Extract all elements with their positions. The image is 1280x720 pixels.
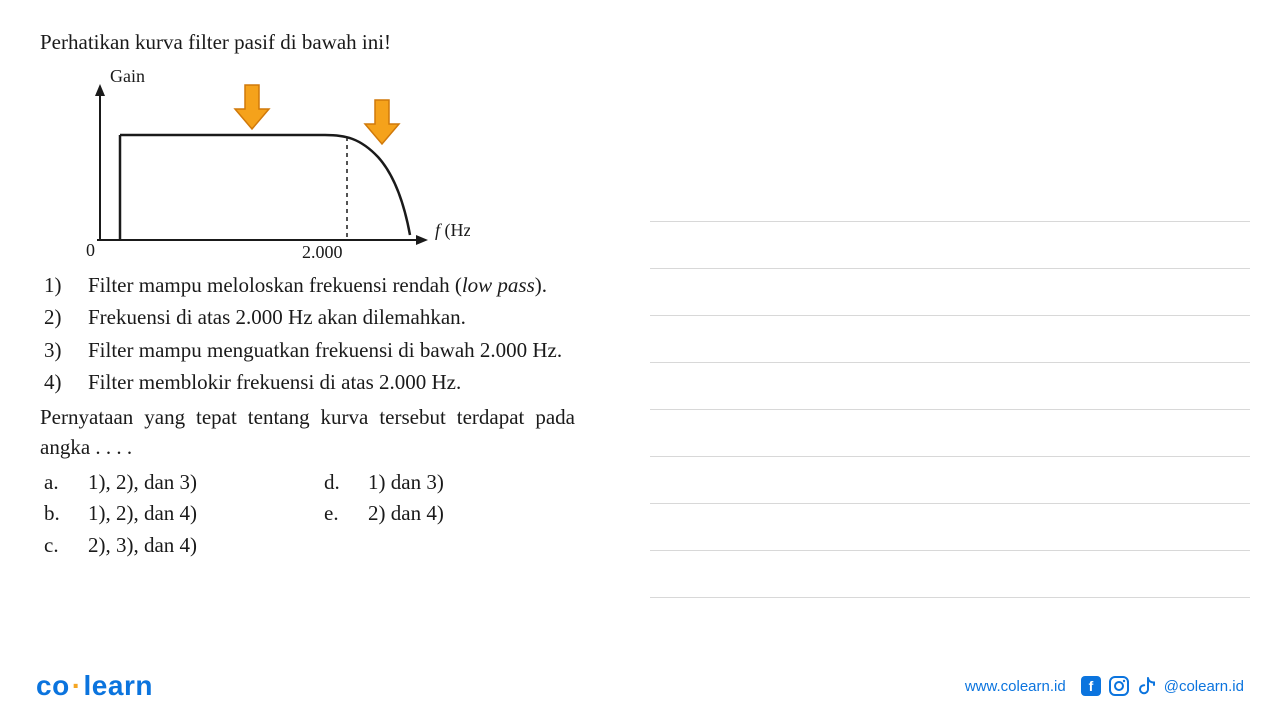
website-url: www.colearn.id: [965, 678, 1066, 695]
option-c: c. 2), 3), dan 4): [40, 530, 320, 562]
note-line: [650, 551, 1250, 598]
footer: co·learn www.colearn.id f @colearn.id: [0, 670, 1280, 702]
option-d: d. 1) dan 3): [320, 467, 560, 499]
statement-number: 1): [40, 270, 88, 300]
note-line: [650, 504, 1250, 551]
annotation-arrow-2: [365, 100, 399, 144]
statement-3: 3) Filter mampu menguatkan frekuensi di …: [40, 335, 575, 365]
social-links: f @colearn.id: [1080, 675, 1244, 697]
statement-text: Filter mampu menguatkan frekuensi di baw…: [88, 335, 575, 365]
notes-lines: [650, 175, 1250, 598]
colearn-logo: co·learn: [36, 670, 153, 702]
option-e: e. 2) dan 4): [320, 498, 560, 530]
statement-text: Frekuensi di atas 2.000 Hz akan dilemahk…: [88, 302, 575, 332]
statements-list: 1) Filter mampu meloloskan frekuensi ren…: [40, 270, 575, 398]
statement-text: Filter memblokir frekuensi di atas 2.000…: [88, 367, 575, 397]
question-prompt: Pernyataan yang tepat tentang kurva ters…: [40, 402, 575, 463]
origin-label: 0: [86, 240, 95, 260]
statement-4: 4) Filter memblokir frekuensi di atas 2.…: [40, 367, 575, 397]
note-line: [650, 410, 1250, 457]
note-line: [650, 222, 1250, 269]
question-title: Perhatikan kurva filter pasif di bawah i…: [40, 30, 575, 55]
instagram-icon: [1108, 675, 1130, 697]
facebook-icon: f: [1080, 675, 1102, 697]
statement-1: 1) Filter mampu meloloskan frekuensi ren…: [40, 270, 575, 300]
x-axis-label: f (Hz): [435, 220, 470, 241]
filter-curve-chart: Gain f (Hz) 0 2.000: [50, 65, 470, 260]
statement-number: 2): [40, 302, 88, 332]
y-axis-label: Gain: [110, 66, 145, 86]
social-handle: @colearn.id: [1164, 678, 1244, 695]
note-line: [650, 457, 1250, 504]
svg-text:f: f: [1088, 678, 1093, 694]
option-a: a. 1), 2), dan 3): [40, 467, 320, 499]
answer-options: a. 1), 2), dan 3) b. 1), 2), dan 4) c. 2…: [40, 467, 575, 562]
note-line: [650, 316, 1250, 363]
note-line: [650, 363, 1250, 410]
note-line: [650, 175, 1250, 222]
statement-number: 3): [40, 335, 88, 365]
tiktok-icon: [1136, 675, 1158, 697]
note-line: [650, 269, 1250, 316]
statement-text: Filter mampu meloloskan frekuensi rendah…: [88, 270, 575, 300]
statement-number: 4): [40, 367, 88, 397]
option-b: b. 1), 2), dan 4): [40, 498, 320, 530]
statement-2: 2) Frekuensi di atas 2.000 Hz akan dilem…: [40, 302, 575, 332]
x-tick-label: 2.000: [302, 242, 343, 260]
annotation-arrow-1: [235, 85, 269, 129]
